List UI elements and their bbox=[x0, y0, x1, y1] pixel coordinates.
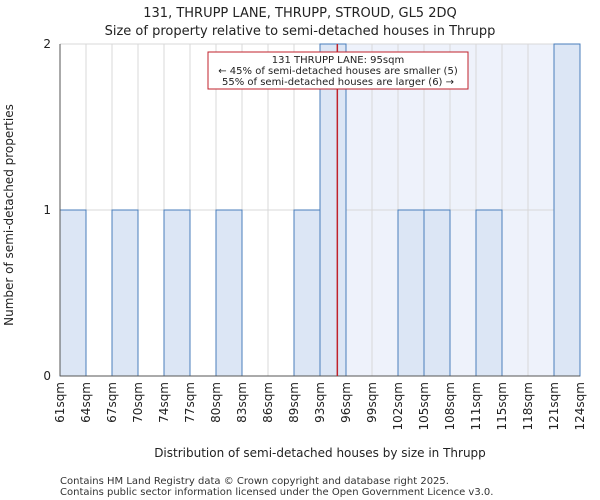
bar bbox=[163, 209, 191, 377]
x-tick-label: 83sqm bbox=[235, 382, 249, 423]
bar bbox=[475, 209, 503, 377]
x-tick-label: 77sqm bbox=[183, 382, 197, 423]
x-tick-label: 67sqm bbox=[105, 382, 119, 423]
bar bbox=[423, 209, 451, 377]
chart-title: 131, THRUPP LANE, THRUPP, STROUD, GL5 2D… bbox=[143, 6, 456, 21]
x-tick-label: 124sqm bbox=[573, 382, 587, 430]
y-tick-label: 2 bbox=[43, 37, 51, 51]
x-tick-label: 86sqm bbox=[261, 382, 275, 423]
x-tick-label: 74sqm bbox=[157, 382, 171, 423]
x-tick-label: 108sqm bbox=[443, 382, 457, 430]
bar bbox=[319, 43, 347, 377]
annotation-line-1: 131 THRUPP LANE: 95sqm bbox=[272, 55, 404, 66]
x-tick-label: 118sqm bbox=[521, 382, 535, 430]
x-tick-label: 70sqm bbox=[131, 382, 145, 423]
annotation-line-2: ← 45% of semi-detached houses are smalle… bbox=[218, 66, 458, 77]
bar bbox=[111, 209, 139, 377]
x-tick-label: 115sqm bbox=[495, 382, 509, 430]
x-tick-label: 89sqm bbox=[287, 382, 301, 423]
chart-subtitle: Size of property relative to semi-detach… bbox=[105, 24, 496, 39]
footer-line-1: Contains HM Land Registry data © Crown c… bbox=[60, 476, 449, 487]
x-tick-label: 61sqm bbox=[53, 382, 67, 423]
bar bbox=[397, 209, 425, 377]
bar bbox=[215, 209, 243, 377]
plot-area: 0 1 2 61sqm 64sqm 67sqm 70sqm 74sqm 77sqm 80sqm 83… bbox=[43, 37, 587, 430]
y-axis-label: Number of semi-detached properties bbox=[2, 104, 16, 326]
x-tick-label: 102sqm bbox=[391, 382, 405, 430]
y-tick-label: 0 bbox=[43, 369, 51, 383]
bar bbox=[293, 209, 321, 377]
x-tick-label: 121sqm bbox=[547, 382, 561, 430]
x-tick-label: 64sqm bbox=[79, 382, 93, 423]
x-tick-label: 80sqm bbox=[209, 382, 223, 423]
x-axis-label: Distribution of semi-detached houses by … bbox=[154, 446, 486, 460]
x-tick-label: 111sqm bbox=[469, 382, 483, 430]
footer-line-2: Contains public sector information licen… bbox=[60, 487, 493, 498]
y-tick-label: 1 bbox=[43, 203, 51, 217]
annotation-box bbox=[207, 51, 469, 90]
bar bbox=[553, 43, 581, 377]
x-tick-label: 105sqm bbox=[417, 382, 431, 430]
x-tick-label: 93sqm bbox=[313, 382, 327, 423]
x-tick-label: 99sqm bbox=[365, 382, 379, 423]
annotation-line-3: 55% of semi-detached houses are larger (… bbox=[222, 77, 454, 88]
x-tick-label: 96sqm bbox=[339, 382, 353, 423]
bar bbox=[59, 209, 87, 377]
